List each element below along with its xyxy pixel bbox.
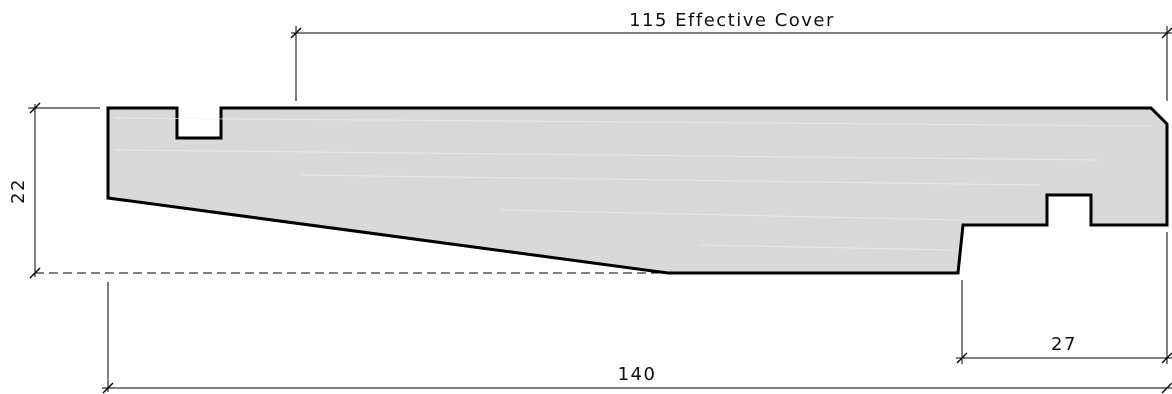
total-width-dimension	[102, 282, 1172, 394]
wood-grain-sheen	[114, 117, 1151, 251]
effective-cover-dimension	[290, 26, 1172, 101]
board-cross-section	[106, 106, 1169, 275]
total-width-label: 140	[618, 364, 657, 385]
thickness-label: 22	[8, 178, 29, 204]
tongue-offset-label: 27	[1051, 334, 1077, 355]
tongue-offset-dimension	[956, 232, 1172, 364]
effective-cover-label: 115 Effective Cover	[629, 10, 835, 31]
thickness-dimension	[28, 102, 100, 279]
